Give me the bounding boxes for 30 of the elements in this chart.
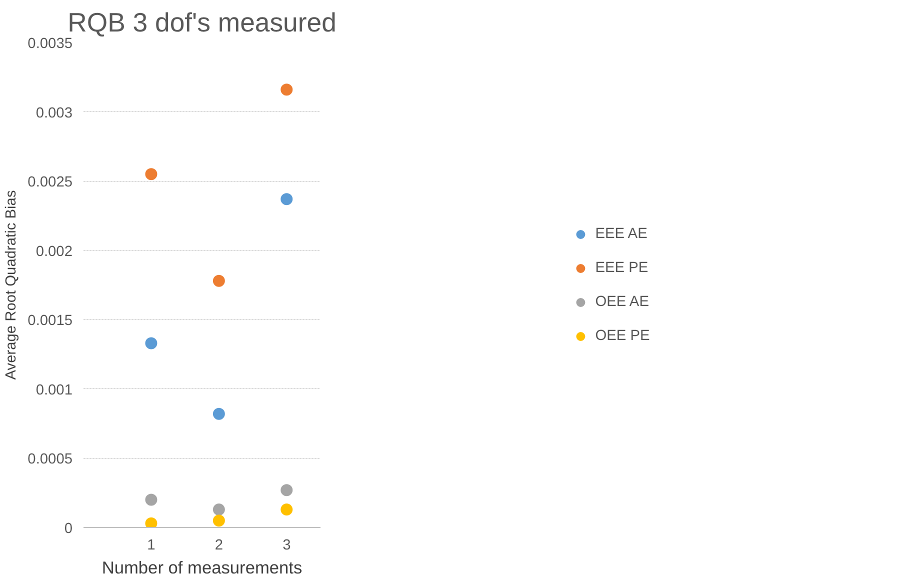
point [212,514,225,527]
legend-label: OEE PE [595,328,650,344]
point [145,337,158,350]
point [280,484,293,496]
y-tick-label: 0.001 [36,382,73,398]
point [145,494,158,506]
y-tick-label: 0.0025 [28,174,72,191]
x-tick-label: 1 [147,538,156,554]
point [280,193,293,206]
y-tick-label: 0 [64,521,73,537]
point [145,517,158,528]
chart-title: RQB 3 dof's measured [68,8,336,38]
point [212,274,225,287]
point [280,84,293,96]
x-tick-label: 2 [214,538,224,554]
x-axis-title: Number of measurements [102,558,302,578]
y-tick-label: 0.0005 [28,452,72,468]
legend-label: EEE AE [595,226,648,242]
point [145,168,158,180]
x-tick-label: 3 [282,538,291,554]
point [280,503,293,516]
y-axis-title: Average Root Quadratic Bias [4,190,20,380]
y-tick-label: 0.0015 [28,313,72,330]
point [212,503,225,516]
y-tick-label: 0.0035 [28,36,72,52]
y-tick-label: 0.003 [36,105,73,122]
y-tick-label: 0.002 [36,244,73,260]
legend-label: OEE AE [595,294,649,310]
legend-label: EEE PE [595,260,648,276]
point [212,408,225,420]
